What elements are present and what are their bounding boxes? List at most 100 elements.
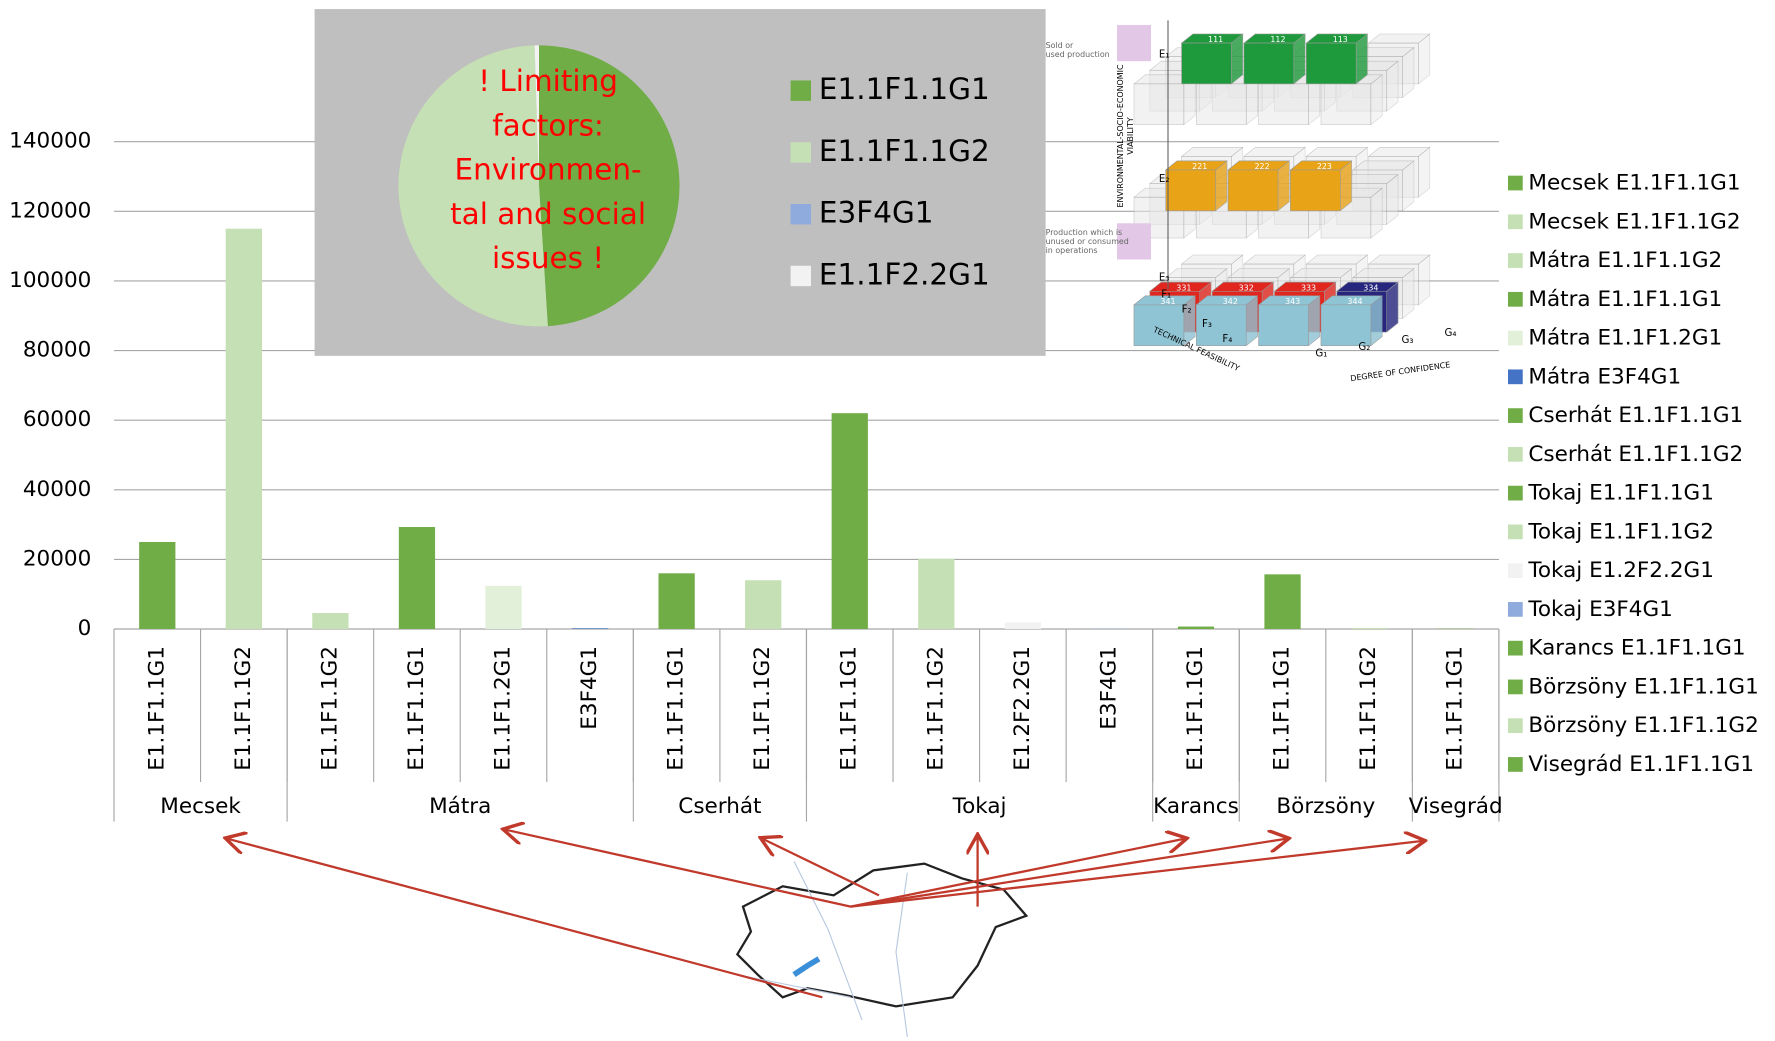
legend-swatch — [1508, 525, 1523, 540]
y-tick-label: 80000 — [23, 338, 91, 363]
diagram-note: in operations — [1046, 246, 1098, 255]
legend-label: Tokaj E1.1F1.1G2 — [1527, 519, 1714, 544]
grid-cube — [1403, 269, 1414, 319]
category-cube — [1166, 170, 1216, 211]
legend-swatch — [1508, 369, 1523, 384]
x-tick-label: E1.1F1.1G1 — [664, 646, 689, 771]
bar — [572, 628, 608, 629]
bar — [226, 229, 262, 629]
bar — [745, 580, 781, 629]
legend-swatch — [1508, 331, 1523, 346]
legend-swatch — [791, 204, 811, 224]
x-tick-label: E1.1F1.1G2 — [1356, 646, 1381, 771]
marker-cube — [1117, 25, 1151, 61]
legend-swatch — [1508, 486, 1523, 501]
cube-label: 333 — [1301, 283, 1316, 292]
grid-cube — [1387, 175, 1398, 225]
bar — [1005, 622, 1041, 629]
legend-label: Tokaj E3F4G1 — [1527, 597, 1672, 622]
cube-label: 344 — [1347, 297, 1362, 306]
grid-cube — [1321, 84, 1371, 125]
grid-cube — [1371, 75, 1382, 125]
y-tick-label: 40000 — [23, 477, 91, 502]
cube-label: 342 — [1223, 297, 1238, 306]
legend-label: Tokaj E1.1F1.1G1 — [1527, 481, 1714, 506]
cube-label: 331 — [1176, 283, 1191, 292]
f-label: F₄ — [1222, 334, 1232, 345]
x-tick-label: E1.1F1.1G1 — [1443, 646, 1468, 771]
grid-cube — [1196, 84, 1246, 125]
map — [737, 861, 1026, 1037]
x-tick-label: E1.1F1.1G2 — [750, 646, 775, 771]
f-label: F₁ — [1161, 290, 1171, 301]
pie-annotation: issues ! — [492, 241, 604, 275]
pie-annotation: ! Limiting — [478, 64, 618, 98]
x-tick-label: E1.1F1.1G2 — [317, 646, 342, 771]
category-cube — [1371, 296, 1382, 346]
category-cube — [1246, 296, 1257, 346]
category-cube — [1182, 43, 1232, 84]
bar — [1264, 574, 1300, 629]
group-label: Mátra — [429, 794, 491, 819]
category-cube — [1228, 170, 1278, 211]
legend-swatch — [1508, 408, 1523, 423]
grid-cube — [1403, 161, 1414, 211]
legend-label: Mecsek E1.1F1.1G2 — [1528, 209, 1740, 234]
category-cube — [1309, 296, 1320, 346]
x-tick-label: E1.1F1.1G1 — [144, 646, 169, 771]
legend-swatch — [791, 142, 811, 162]
g-label: G₂ — [1358, 342, 1370, 353]
g-label: G₄ — [1445, 328, 1457, 339]
x-tick-label: E1.1F1.1G1 — [404, 646, 429, 771]
x-tick-label: E3F4G1 — [1096, 646, 1121, 730]
y-tick-label: 20000 — [23, 546, 91, 571]
bar — [918, 559, 954, 629]
cube-label: 222 — [1255, 162, 1270, 171]
legend-label: Börzsöny E1.1F1.1G2 — [1528, 713, 1758, 738]
bar — [485, 586, 521, 629]
legend-label: Cserhát E1.1F1.1G1 — [1528, 403, 1743, 428]
cube-label: 113 — [1333, 35, 1348, 44]
legend-swatch — [1508, 718, 1523, 733]
grid-cube — [1418, 255, 1429, 305]
x-tick-label: E3F4G1 — [577, 646, 602, 730]
legend-swatch — [1508, 447, 1523, 462]
diagram-note: Sold or — [1046, 41, 1074, 50]
legend-swatch — [1508, 680, 1523, 695]
group-label: Börzsöny — [1276, 794, 1375, 819]
axis-title: DEGREE OF CONFIDENCE — [1350, 360, 1451, 383]
e-label: E₁ — [1159, 49, 1170, 60]
group-label: Tokaj — [952, 794, 1007, 819]
axis-title: VIABILITY — [1126, 117, 1135, 155]
legend-swatch — [791, 80, 811, 100]
legend-swatch — [1508, 253, 1523, 268]
category-cube — [1216, 161, 1227, 211]
category-cube — [1278, 161, 1289, 211]
legend-swatch — [1508, 214, 1523, 229]
arrow — [227, 839, 822, 998]
f-label: F₃ — [1202, 319, 1212, 330]
cube-label: 343 — [1285, 297, 1300, 306]
legend-label: E3F4G1 — [819, 196, 934, 230]
cube-label: 111 — [1208, 35, 1223, 44]
pie-annotation: Environmen- — [454, 153, 641, 187]
group-label: Visegrád — [1409, 794, 1503, 819]
x-tick-label: E1.1F1.1G1 — [1270, 646, 1295, 771]
legend-swatch — [1508, 176, 1523, 191]
group-label: Cserhát — [678, 794, 761, 819]
y-tick-label: 60000 — [23, 407, 91, 432]
cube-label: 223 — [1317, 162, 1332, 171]
category-cube — [1231, 34, 1242, 84]
pie-annotation: tal and social — [450, 197, 646, 231]
bar — [1178, 627, 1214, 629]
category-cube — [1387, 282, 1398, 332]
cube-label: 334 — [1363, 283, 1378, 292]
grid-cube — [1371, 188, 1382, 238]
y-tick-label: 0 — [78, 616, 92, 641]
legend-label: E1.1F1.1G2 — [819, 134, 990, 168]
category-cube — [1290, 170, 1340, 211]
x-tick-label: E1.1F1.1G1 — [1183, 646, 1208, 771]
legend-label: Mátra E1.1F1.1G2 — [1528, 248, 1722, 273]
cube-label: 112 — [1270, 35, 1285, 44]
